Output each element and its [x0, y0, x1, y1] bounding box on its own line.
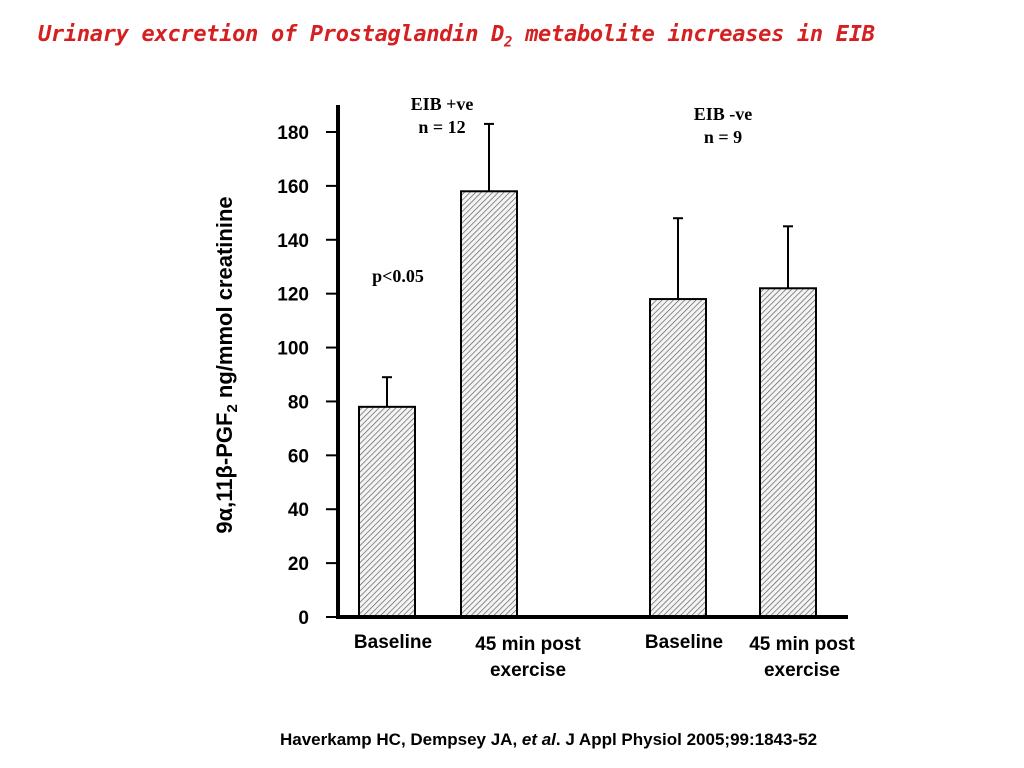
- group-eib-neg-line-0: EIB -ve: [694, 104, 753, 124]
- y-tick-label-0: 0: [298, 608, 309, 629]
- y-tick-label-2: 40: [288, 500, 309, 521]
- citation: Haverkamp HC, Dempsey JA, et al. J Appl …: [280, 730, 817, 750]
- y-tick-label-4: 80: [288, 392, 309, 413]
- category-label-1-1: exercise: [490, 660, 566, 681]
- category-label-0-0: Baseline: [354, 632, 432, 653]
- citation-authors: Haverkamp HC, Dempsey JA,: [280, 730, 522, 749]
- bar-1: [460, 190, 518, 618]
- category-label-3-0: 45 min post: [749, 634, 855, 655]
- y-tick-label-1: 20: [288, 554, 309, 575]
- group-eib-pos-line-1: n = 12: [418, 117, 465, 137]
- category-label-3-1: exercise: [764, 660, 840, 681]
- y-tick-label-5: 100: [277, 339, 309, 360]
- title-rest: metabolite increases in EIB: [512, 22, 875, 47]
- y-label-pre: 9α,11β-PGF: [212, 413, 237, 534]
- title-subscript: 2: [504, 34, 513, 51]
- category-label-2-0: Baseline: [645, 632, 723, 653]
- group-eib-neg-line-1: n = 9: [704, 127, 742, 147]
- svg-text:9α,11β-PGF2 ng/mmol creatinine: 9α,11β-PGF2 ng/mmol creatinine: [212, 196, 241, 533]
- y-axis-label: 9α,11β-PGF2 ng/mmol creatinine: [212, 196, 241, 533]
- title-main: Urinary excretion of Prostaglandin D: [38, 22, 505, 47]
- y-tick-label-6: 120: [277, 285, 309, 306]
- slide-title: Urinary excretion of Prostaglandin D2 me…: [38, 22, 875, 50]
- group-eib-pos-line-0: EIB +ve: [411, 94, 474, 114]
- y-tick-label-9: 180: [277, 123, 309, 144]
- bar-0: [358, 405, 416, 619]
- p-value-line-0: p<0.05: [372, 266, 424, 286]
- y-label-post: ng/mmol creatinine: [212, 196, 237, 404]
- category-label-1-0: 45 min post: [475, 634, 581, 655]
- bar-2: [649, 298, 707, 618]
- bar-3: [759, 287, 817, 618]
- citation-etal: et al: [521, 730, 556, 749]
- y-tick-label-8: 160: [277, 177, 309, 198]
- y-tick-label-3: 60: [288, 446, 309, 467]
- y-label-sub: 2: [224, 404, 241, 412]
- y-tick-label-7: 140: [277, 231, 309, 252]
- citation-journal: . J Appl Physiol 2005;99:1843-52: [555, 730, 818, 749]
